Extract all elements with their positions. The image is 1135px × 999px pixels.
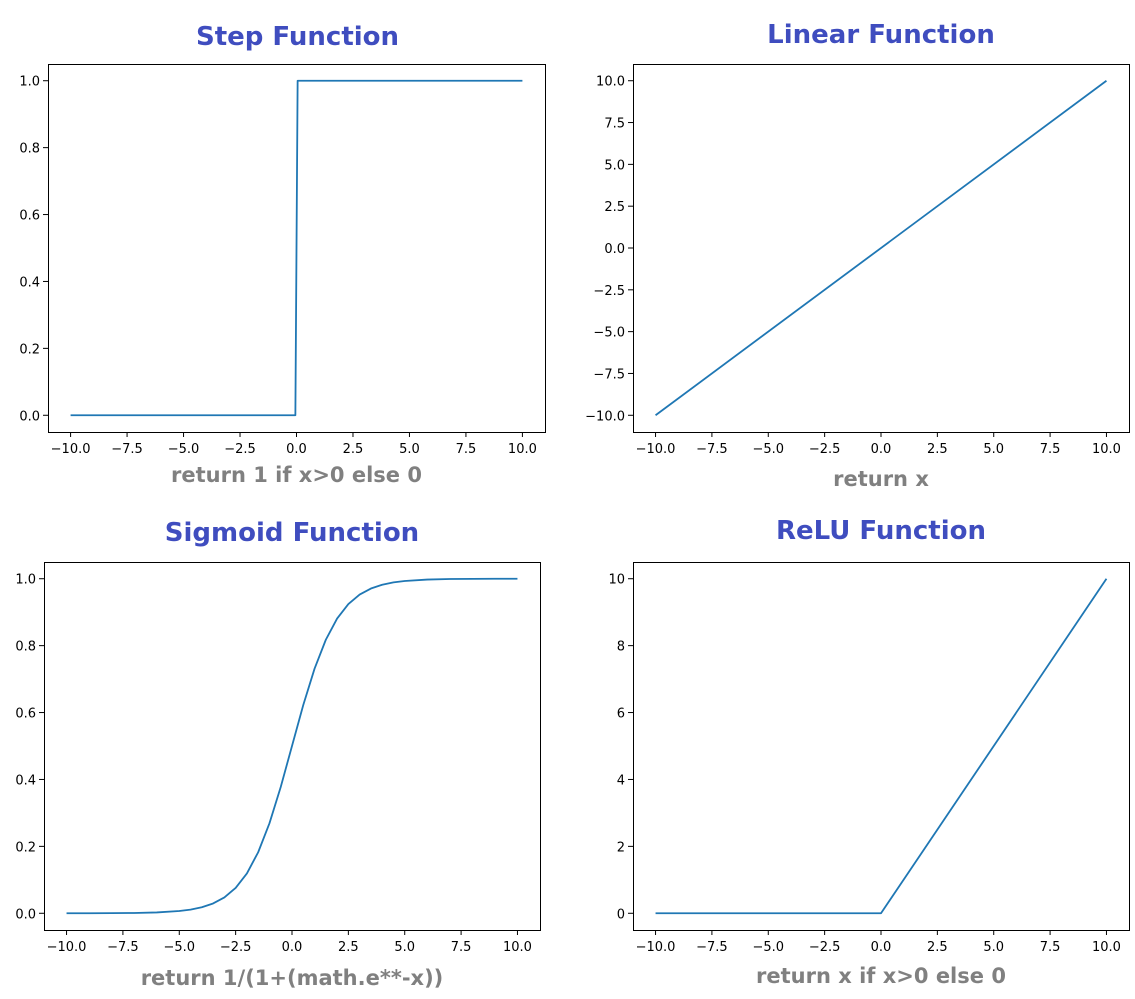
step-function-panel: Step Function −10.0 −7.5 −5.0 −2.5 0.0 2.5 5.0… <box>0 0 567 500</box>
y-tick-label: 1.0 <box>19 75 40 90</box>
y-tick-label: 5.0 <box>604 158 625 173</box>
y-tick-label: 4 <box>617 773 625 788</box>
series-line <box>66 577 518 915</box>
x-tick-label: 7.5 <box>1040 442 1061 457</box>
linear-function-plot: −10.0 −7.5 −5.0 −2.5 0.0 2.5 5.0 7.5 10.0 10.0 7.5… <box>585 64 1130 457</box>
series-line <box>655 578 1108 915</box>
x-tick-label: 2.5 <box>338 940 359 955</box>
y-tick-label: 0.6 <box>15 707 36 722</box>
y-tick-label: 7.5 <box>604 117 625 132</box>
y-tick-label: 10.0 <box>596 75 625 90</box>
x-tick-label: 5.0 <box>399 442 420 457</box>
y-tick-label: −10.0 <box>585 409 625 424</box>
x-tick-label: −5.0 <box>752 442 784 457</box>
plot-frame <box>633 562 1130 931</box>
x-tick-label: 10.0 <box>508 442 537 457</box>
y-tick-label: −5.0 <box>593 326 625 341</box>
x-tick-label: 2.5 <box>927 442 948 457</box>
sigmoid-function-plot: −10.0 −7.5 −5.0 −2.5 0.0 2.5 5.0 7.5 10.0 0.0 0.2 0… <box>15 562 541 955</box>
x-axis-label: return x if x>0 else 0 <box>756 964 1006 988</box>
x-tick-label: −7.5 <box>696 442 728 457</box>
y-tick-label: −7.5 <box>593 367 625 382</box>
x-tick-label: −7.5 <box>696 940 728 955</box>
x-tick-label: −2.5 <box>809 940 841 955</box>
x-tick-label: −5.0 <box>163 940 195 955</box>
x-tick-label: −10.0 <box>51 442 91 457</box>
x-tick-label: 10.0 <box>1092 442 1121 457</box>
x-axis-label: return x <box>833 467 929 491</box>
x-tick-label: 5.0 <box>983 442 1004 457</box>
x-tick-label: −2.5 <box>220 940 252 955</box>
x-tick-label: 7.5 <box>451 940 472 955</box>
x-tick-label: −10.0 <box>636 940 676 955</box>
y-tick-label: 0.0 <box>15 907 36 922</box>
chart-title: Sigmoid Function <box>164 518 420 548</box>
x-tick-label: 10.0 <box>503 940 532 955</box>
x-tick-label: 2.5 <box>927 940 948 955</box>
step-function-plot: −10.0 −7.5 −5.0 −2.5 0.0 2.5 5.0 7.5 10.0 0.0 0.2 0… <box>19 64 546 457</box>
y-tick-label: 0.6 <box>19 209 40 224</box>
x-tick-label: 0.0 <box>871 940 892 955</box>
chart-title: ReLU Function <box>775 516 987 546</box>
sigmoid-function-panel: Sigmoid Function −10.0 −7.5 −5.0 −2.5 0.0 2.5… <box>0 500 567 999</box>
x-tick-label: −2.5 <box>809 442 841 457</box>
x-axis-label: return 1/(1+(math.e**-x)) <box>140 966 444 990</box>
x-tick-label: −2.5 <box>224 442 256 457</box>
relu-function-panel: ReLU Function −10.0 −7.5 −5.0 −2.5 0.0 2.5 5.0… <box>567 500 1135 999</box>
y-tick-label: 1.0 <box>15 573 36 588</box>
chart-title: Step Function <box>195 22 400 52</box>
series-line <box>655 80 1107 416</box>
x-tick-label: −7.5 <box>107 940 139 955</box>
x-tick-label: −10.0 <box>47 940 87 955</box>
x-tick-label: −5.0 <box>168 442 200 457</box>
x-tick-label: 7.5 <box>456 442 477 457</box>
y-tick-label: 0.2 <box>19 342 40 357</box>
series-line <box>70 79 523 417</box>
y-tick-label: 0.0 <box>604 242 625 257</box>
y-tick-label: 0.4 <box>19 275 40 290</box>
x-tick-label: 0.0 <box>871 442 892 457</box>
x-tick-label: −7.5 <box>111 442 143 457</box>
x-tick-label: 0.0 <box>286 442 307 457</box>
x-tick-label: −5.0 <box>752 940 784 955</box>
x-tick-label: 5.0 <box>394 940 415 955</box>
y-tick-label: 8 <box>617 640 625 655</box>
x-tick-label: 10.0 <box>1092 940 1121 955</box>
y-tick-label: 0.8 <box>15 640 36 655</box>
y-tick-label: 10 <box>608 573 625 588</box>
linear-function-panel: Linear Function −10.0 −7.5 −5.0 −2.5 0.0 2.5 5… <box>567 0 1135 500</box>
y-tick-label: 0 <box>617 907 625 922</box>
chart-title: Linear Function <box>767 20 995 50</box>
y-tick-label: 2.5 <box>604 200 625 215</box>
y-tick-label: 0.0 <box>19 409 40 424</box>
y-tick-label: −2.5 <box>593 284 625 299</box>
y-tick-label: 0.2 <box>15 840 36 855</box>
y-tick-label: 2 <box>617 840 625 855</box>
x-tick-label: 0.0 <box>282 940 303 955</box>
y-tick-label: 0.8 <box>19 142 40 157</box>
relu-function-plot: −10.0 −7.5 −5.0 −2.5 0.0 2.5 5.0 7.5 10.0 0 2 4 6 8 10 <box>608 562 1130 955</box>
x-tick-label: 5.0 <box>983 940 1004 955</box>
x-tick-label: 7.5 <box>1040 940 1061 955</box>
x-axis-label: return 1 if x>0 else 0 <box>171 463 422 487</box>
x-tick-label: −10.0 <box>636 442 676 457</box>
y-tick-label: 6 <box>617 707 625 722</box>
x-tick-label: 2.5 <box>343 442 364 457</box>
y-tick-label: 0.4 <box>15 773 36 788</box>
